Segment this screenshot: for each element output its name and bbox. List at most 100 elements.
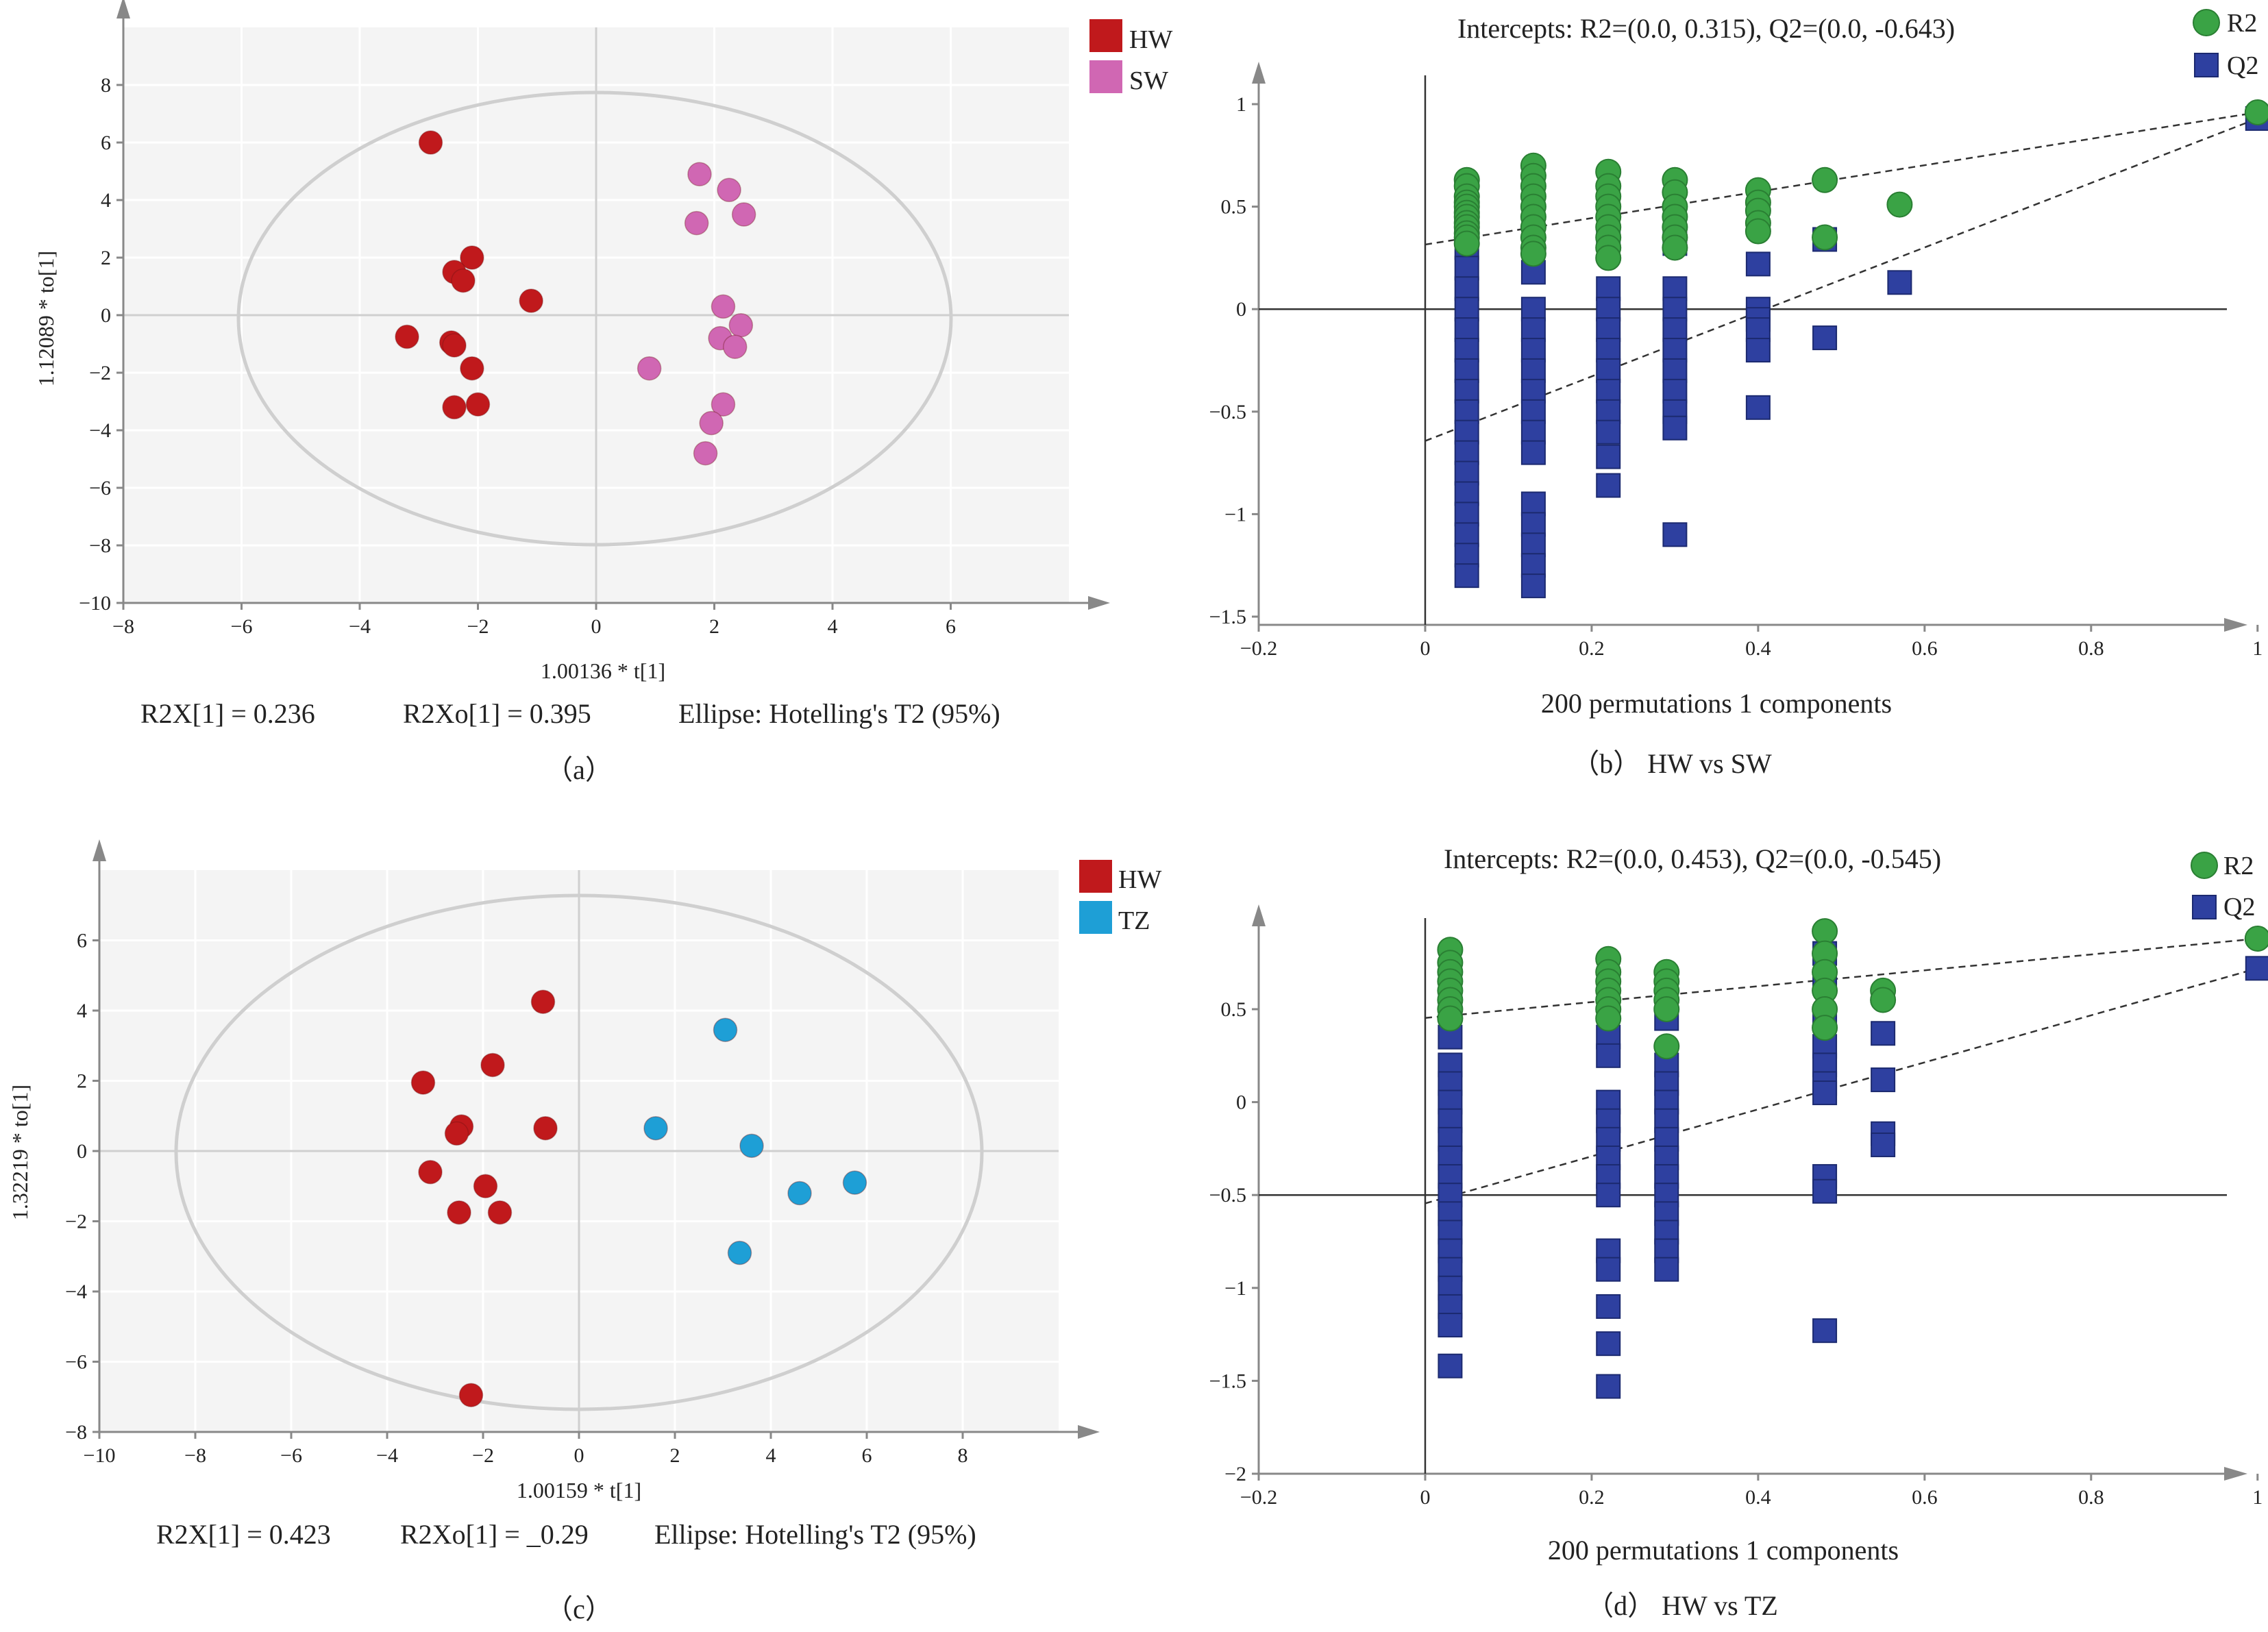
x-tick-label: 0.6	[1912, 1486, 1938, 1509]
legend-marker-r2	[2193, 9, 2220, 36]
x-tick-label: 1	[2252, 637, 2263, 660]
x-tick-label: −8	[112, 615, 134, 638]
point-hw	[395, 324, 419, 349]
legend-marker-r2	[2191, 852, 2218, 879]
legend-label-r2: R2	[2227, 9, 2257, 38]
x-tick-label: 2	[670, 1444, 680, 1467]
legend-label-hw: HW	[1118, 865, 1161, 894]
r2-point	[1812, 1015, 1838, 1041]
caption: （a）	[545, 754, 613, 785]
r2-point	[1812, 224, 1838, 251]
x-tick-label: −4	[376, 1444, 398, 1467]
point-hw	[530, 989, 556, 1014]
q2-point	[1454, 502, 1479, 527]
r2-point	[1595, 245, 1622, 271]
y-axis-arrow	[116, 0, 130, 18]
q2-point	[1745, 395, 1771, 420]
y-axis-arrow	[1252, 904, 1266, 926]
point-hw	[460, 245, 484, 270]
r2-point	[1453, 230, 1480, 257]
q2-point	[1812, 1080, 1838, 1106]
q2-point	[1520, 440, 1546, 465]
x-tick-label: −6	[280, 1444, 302, 1467]
x-tick-label: 8	[958, 1444, 968, 1467]
q2-point	[1662, 358, 1688, 383]
point-hw	[519, 288, 543, 313]
q2-point	[1596, 358, 1621, 383]
r2-point	[1662, 234, 1688, 261]
q2-point	[1745, 251, 1771, 277]
point-tz	[727, 1240, 752, 1265]
point-hw	[442, 395, 467, 420]
r2-point	[1520, 240, 1546, 267]
r2-point	[2244, 925, 2268, 952]
y-tick-label: −6	[89, 477, 111, 499]
q2-point	[1520, 491, 1546, 517]
x-axis-label: 1.00159 * t[1]	[517, 1478, 641, 1503]
x-tick-label: 0	[1420, 637, 1430, 660]
y-tick-label: 1	[1236, 93, 1246, 116]
caption: （d） HW vs TZ	[1586, 1590, 1778, 1621]
r2-point	[2244, 99, 2268, 125]
point-sw	[687, 162, 712, 186]
q2-point	[1596, 297, 1621, 322]
q2-point	[1454, 440, 1479, 465]
q2-point	[1454, 358, 1479, 383]
q2-point	[1596, 473, 1621, 498]
y-tick-label: 0.5	[1221, 998, 1247, 1021]
r2-point	[1870, 987, 1897, 1013]
x-tick-label: 0.2	[1579, 1486, 1605, 1509]
legend-marker-q2	[2194, 53, 2219, 77]
q2-point	[1438, 1313, 1463, 1338]
q2-point	[1662, 378, 1688, 404]
point-hw	[447, 1200, 471, 1225]
y-axis-arrow	[93, 839, 106, 861]
x-axis-arrow	[2224, 618, 2247, 632]
q2-point	[1596, 1183, 1621, 1208]
panel-b-intercept-lines	[1425, 111, 2258, 442]
point-hw	[487, 1200, 513, 1225]
point-hw	[444, 1121, 469, 1146]
q2-point	[1596, 399, 1621, 424]
r2-point	[1653, 1033, 1680, 1060]
x-tick-label: 0.6	[1912, 637, 1938, 660]
y-tick-label: −1	[1224, 1277, 1246, 1300]
point-hw	[410, 1070, 436, 1095]
stat-r2x: R2X[1] = 0.423	[156, 1519, 331, 1550]
panel-b-axes: −0.2 0 0.2 0.4 0.6 0.8 1 1 0.5 0 −0.5 −1 −1.5	[1209, 62, 2263, 660]
q2-point	[1454, 256, 1479, 281]
q2-point	[1454, 338, 1479, 363]
y-tick-label: −8	[65, 1421, 87, 1444]
q2-point	[1871, 1067, 1896, 1093]
r2-point	[1595, 1005, 1622, 1032]
y-tick-label: −1.5	[1209, 606, 1246, 628]
x-tick-label: −6	[231, 615, 253, 638]
q2-point	[1454, 378, 1479, 404]
q2-point	[1596, 1374, 1621, 1399]
legend-swatch-hw	[1089, 19, 1122, 52]
x-tick-label: 0	[574, 1444, 584, 1467]
stat-r2xo: R2Xo[1] = 0.395	[403, 698, 591, 729]
q2-point	[1454, 317, 1479, 343]
x-axis-label: 1.00136 * t[1]	[541, 658, 665, 683]
hotelling-ellipse	[174, 893, 984, 1411]
x-tick-label: 2	[709, 615, 719, 638]
q2-point	[1662, 297, 1688, 322]
legend-label-q2: Q2	[2227, 51, 2258, 80]
point-hw	[458, 1383, 484, 1407]
r2-point	[1745, 218, 1771, 245]
q2-point	[1662, 338, 1688, 363]
legend-swatch-hw	[1079, 860, 1112, 893]
q2-point	[1871, 1021, 1896, 1046]
point-hw	[418, 130, 443, 155]
point-hw	[460, 356, 484, 381]
point-sw	[637, 356, 662, 381]
x-axis-label: 200 permutations 1 components	[1541, 688, 1892, 719]
y-tick-label: 0.5	[1221, 196, 1247, 219]
x-tick-label: 0.4	[1745, 1486, 1771, 1509]
panel-a-points	[395, 130, 756, 466]
q2-point	[1454, 563, 1479, 589]
point-sw	[693, 441, 718, 466]
